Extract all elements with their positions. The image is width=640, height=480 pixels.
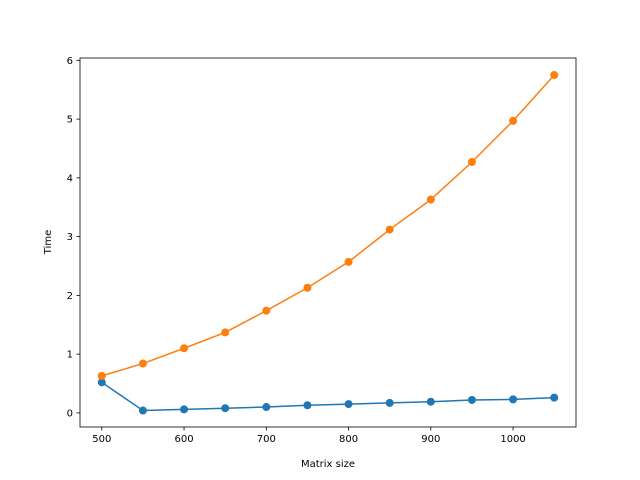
data-point bbox=[550, 71, 559, 80]
data-point bbox=[550, 393, 559, 402]
data-point bbox=[221, 328, 230, 337]
y-tick-label: 6 bbox=[67, 56, 73, 67]
y-tick-label: 0 bbox=[67, 408, 73, 419]
data-point bbox=[262, 306, 271, 315]
data-point bbox=[180, 344, 189, 353]
data-point bbox=[221, 404, 230, 413]
x-tick-label: 800 bbox=[339, 434, 358, 445]
x-tick-label: 900 bbox=[421, 434, 440, 445]
data-point bbox=[426, 397, 435, 406]
series-line bbox=[100, 381, 555, 412]
x-axis-label: Matrix size bbox=[301, 459, 355, 470]
data-point bbox=[138, 406, 147, 415]
series-1 bbox=[97, 378, 559, 415]
data-point bbox=[138, 359, 147, 368]
data-point bbox=[262, 403, 271, 412]
y-tick-label: 1 bbox=[67, 350, 73, 361]
data-point bbox=[97, 371, 106, 380]
plot-frame bbox=[79, 57, 577, 428]
x-tick-label: 700 bbox=[257, 434, 276, 445]
x-tick-label: 500 bbox=[92, 434, 111, 445]
y-axis-label: Time bbox=[43, 230, 54, 255]
data-point bbox=[344, 400, 353, 409]
series-line bbox=[100, 73, 556, 377]
data-point bbox=[180, 405, 189, 414]
data-point bbox=[385, 225, 394, 234]
x-tick-label: 600 bbox=[175, 434, 194, 445]
y-tick-label: 2 bbox=[67, 291, 73, 302]
x-axis-ticks: 500 600 700 800 900 1000 bbox=[92, 427, 526, 445]
data-point bbox=[509, 395, 518, 404]
data-point bbox=[344, 257, 353, 266]
data-point bbox=[509, 116, 518, 125]
data-point bbox=[426, 195, 435, 204]
x-tick-label: 1000 bbox=[500, 434, 525, 445]
data-point bbox=[303, 283, 312, 292]
series-2 bbox=[97, 71, 559, 380]
y-tick-label: 4 bbox=[67, 173, 73, 184]
y-tick-label: 5 bbox=[67, 115, 73, 126]
data-point bbox=[385, 398, 394, 407]
y-tick-label: 3 bbox=[67, 232, 73, 243]
y-axis-ticks: 0 1 2 3 4 5 6 bbox=[67, 56, 80, 419]
data-point bbox=[97, 378, 106, 387]
data-point bbox=[467, 395, 476, 404]
data-point bbox=[303, 401, 312, 410]
series-layer bbox=[97, 71, 559, 415]
data-point bbox=[467, 158, 476, 167]
